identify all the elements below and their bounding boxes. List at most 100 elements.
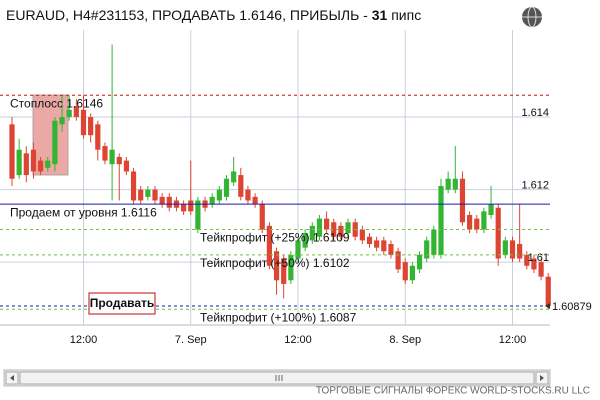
globe-icon[interactable] xyxy=(522,6,542,28)
button-label[interactable]: Продавать xyxy=(90,296,155,310)
candle-body xyxy=(238,175,244,197)
candle-body xyxy=(524,254,530,266)
candle-body xyxy=(409,265,415,281)
candle-body xyxy=(80,109,87,136)
candle-body xyxy=(195,200,201,230)
candle-body xyxy=(316,218,323,237)
candle-body xyxy=(488,204,494,215)
candle-body xyxy=(345,222,351,234)
grip xyxy=(275,375,283,381)
candle-body xyxy=(438,185,444,255)
candle-body xyxy=(416,254,423,270)
level-label: Тейкпрофит (+100%) 1.6087 xyxy=(200,310,357,324)
candle-body xyxy=(9,124,15,179)
y-tick-label: 1.61 xyxy=(528,252,549,264)
candle-body xyxy=(481,211,487,230)
candle-body xyxy=(331,222,337,237)
x-tick-label: 7. Sep xyxy=(175,334,207,346)
candle-body xyxy=(281,258,287,284)
current-price-label: 1.60879 xyxy=(552,301,592,313)
candle-body xyxy=(216,189,222,201)
candle-body xyxy=(223,178,230,197)
candle-body xyxy=(166,196,172,208)
candle-body xyxy=(388,244,394,255)
candle-body xyxy=(209,196,215,205)
candle-body xyxy=(30,149,37,172)
candle-body xyxy=(338,225,344,237)
candle-body xyxy=(159,196,165,205)
candle-body xyxy=(445,178,451,190)
level-label: Стоплосс 1.6146 xyxy=(10,96,103,110)
candle-body xyxy=(424,240,430,259)
candle-body xyxy=(52,120,58,165)
candle-body xyxy=(138,189,144,201)
candle-body xyxy=(16,149,22,176)
candle-body xyxy=(474,218,480,230)
candle-body xyxy=(517,244,523,259)
candle-body xyxy=(130,171,137,201)
candle-body xyxy=(545,276,551,307)
candle-body xyxy=(324,218,330,230)
candle-body xyxy=(95,124,101,150)
candle-body xyxy=(245,189,251,201)
candle-body xyxy=(402,262,408,281)
footer: ТОРГОВЫЕ СИГНАЛЫ ФОРЕКС WORLD-STOCKS.RU … xyxy=(316,386,590,397)
candle-body xyxy=(123,160,129,172)
candle-body xyxy=(116,156,122,165)
y-tick-label: 1.614 xyxy=(521,107,549,119)
candle-body xyxy=(288,254,294,281)
candle-body xyxy=(431,229,437,255)
candle-body xyxy=(273,251,280,281)
candle-body xyxy=(381,240,387,252)
candle-body xyxy=(102,146,108,161)
title-text: EURAUD, H4#231153, ПРОДАВАТЬ 1.6146, ПРИ… xyxy=(6,7,368,23)
scrollbar[interactable] xyxy=(3,369,551,387)
button-frame[interactable] xyxy=(88,292,156,315)
x-tick-label: 12:00 xyxy=(70,334,98,346)
candle-body xyxy=(66,109,72,118)
arrow-right xyxy=(540,375,544,381)
candle-body xyxy=(188,200,194,212)
candle-body xyxy=(59,117,65,125)
candle-body xyxy=(231,171,237,183)
sell-button[interactable]: Продавать xyxy=(88,292,156,315)
level-label: Продаем от уровня 1.6116 xyxy=(10,205,157,219)
arrow-left xyxy=(10,375,14,381)
candle-body xyxy=(259,204,265,230)
candle-body xyxy=(502,240,508,255)
scroll-thumb[interactable] xyxy=(19,371,535,385)
candle-body xyxy=(38,160,44,172)
candle-body xyxy=(23,153,29,176)
level-label: Тейкпрофит (+50%) 1.6102 xyxy=(200,256,350,270)
candle-body xyxy=(266,225,272,266)
candle-body xyxy=(374,240,380,248)
candle-body xyxy=(467,214,473,230)
chart-title: EURAUD, H4#231153, ПРОДАВАТЬ 1.6146, ПРИ… xyxy=(6,7,421,23)
candle-body xyxy=(152,189,158,201)
candle-body xyxy=(366,236,373,245)
current-price-marker xyxy=(545,303,550,310)
candle-body xyxy=(531,258,537,270)
candle-body xyxy=(538,262,544,277)
candle-body xyxy=(181,204,187,212)
candle-body xyxy=(295,240,301,259)
candle-body xyxy=(359,229,365,241)
candle-body xyxy=(88,117,94,136)
candle-body xyxy=(452,178,458,190)
candle-body xyxy=(73,106,79,118)
candle-body xyxy=(45,160,51,168)
candle-body xyxy=(495,207,501,259)
title-value: 31 xyxy=(372,7,388,23)
candle-body xyxy=(509,240,516,259)
candle-body xyxy=(309,225,315,241)
x-tick-label: 12:00 xyxy=(499,334,527,346)
candle-body xyxy=(459,178,466,223)
levels: Стоплосс 1.6146 Продаем от уровня 1.6116 Т… xyxy=(0,94,592,324)
x-tick-label: 8. Sep xyxy=(389,334,421,346)
candle-body xyxy=(252,196,258,205)
candles xyxy=(9,44,551,310)
y-tick-label: 1.612 xyxy=(521,180,549,192)
